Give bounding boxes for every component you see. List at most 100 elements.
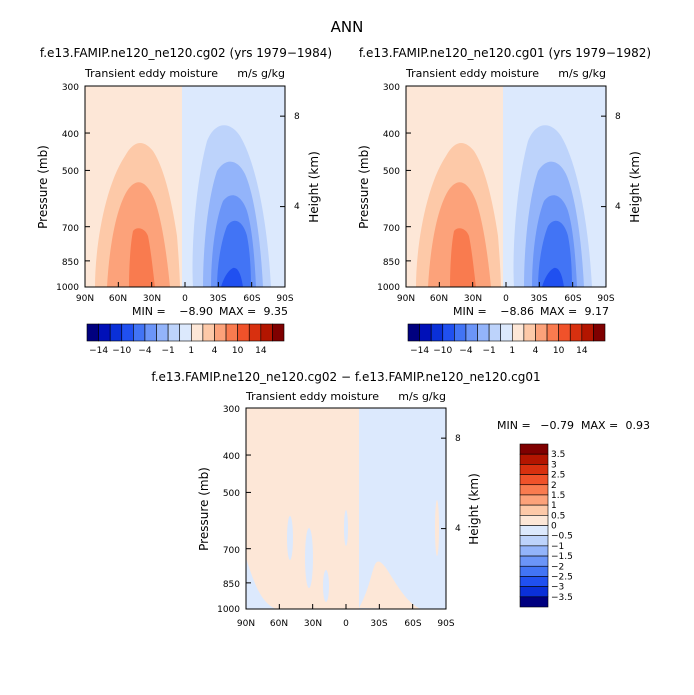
colorbar-label: −14	[89, 346, 108, 356]
colorbar-swatch	[593, 323, 606, 342]
panel-1-max-value: 9.35	[264, 305, 289, 318]
panel-1-x-tick: 90S	[276, 294, 293, 304]
panel-2-units: m/s g/kg	[558, 67, 606, 80]
figure-title: ANN	[331, 18, 364, 36]
panel-1-y-tick: 300	[62, 83, 79, 93]
panel-3-ylabel: Pressure (mb)	[197, 467, 211, 551]
panel-2-y-tick: 300	[383, 83, 400, 93]
panel-2-subtitle: Transient eddy moisture	[405, 67, 539, 80]
contour-positive-3	[129, 228, 155, 287]
panel-1-ylabel: Pressure (mb)	[36, 145, 50, 229]
panel-1-x-tick: 90N	[76, 294, 94, 304]
panel-3-y-tick: 400	[223, 452, 240, 462]
panel-3-min-label: MIN =	[497, 419, 531, 432]
panel-2-x-tick: 30N	[464, 294, 482, 304]
colorbar-label: 14	[255, 346, 267, 356]
colorbar-swatch	[272, 323, 285, 342]
colorbar-label: 1	[509, 346, 515, 356]
panel-3-min-value: −0.79	[540, 419, 574, 432]
contour-positive	[359, 561, 421, 609]
panel-3-field	[246, 408, 446, 609]
colorbar-swatch	[519, 453, 549, 465]
colorbar-swatch	[519, 443, 549, 455]
panel-3-x-tick: 60N	[270, 619, 288, 629]
panel-1-ticks	[84, 85, 286, 288]
colorbar-swatch	[442, 323, 455, 342]
panel-1-field	[85, 86, 285, 288]
panel-2-min-value: −8.86	[500, 305, 534, 318]
panel-1-units: m/s g/kg	[237, 67, 285, 80]
colorbar-label: 2.5	[551, 471, 565, 481]
colorbar-label: 1	[188, 346, 194, 356]
colorbar-label: 0	[551, 522, 557, 532]
colorbar-swatch	[237, 323, 250, 342]
contour-negative	[344, 510, 348, 546]
panel-2-ylabel: Pressure (mb)	[357, 145, 371, 229]
colorbar-label: −1	[161, 346, 174, 356]
colorbar-swatch	[225, 323, 238, 342]
colorbar-swatch	[519, 565, 549, 577]
panel-3-y-tick: 1000	[217, 605, 240, 615]
colorbar-label: 10	[232, 346, 244, 356]
colorbar-swatch	[133, 323, 146, 342]
colorbar-diff: 3.532.521.510.50−0.5−1−1.5−2−2.5−3−3.5	[519, 443, 573, 608]
panel-2-y-tick: 1000	[377, 283, 400, 293]
colorbar-label: 0.5	[551, 511, 565, 521]
colorbar-label: 4	[212, 346, 218, 356]
colorbar-swatch	[98, 323, 111, 342]
panel-3-x-tick: 90S	[437, 619, 454, 629]
colorbar-swatch	[519, 576, 549, 587]
panel-3: f.e13.FAMIP.ne120_ne120.cg02 − f.e13.FAM…	[151, 370, 650, 629]
panel-1-max-label: MAX =	[219, 305, 256, 318]
colorbar-swatch	[519, 494, 549, 506]
colorbar-swatch	[523, 323, 536, 342]
panel-2-max-value: 9.17	[585, 305, 610, 318]
panel-1-x-tick: 30N	[143, 294, 161, 304]
colorbar-label: −4	[459, 346, 473, 356]
colorbar-swatch	[202, 323, 215, 342]
colorbar-swatch	[519, 596, 549, 608]
panel-2-y-tick: 700	[383, 224, 400, 234]
colorbar-swatch	[144, 323, 157, 342]
colorbar-label: 1	[551, 501, 557, 511]
colorbar-label: −0.5	[551, 532, 573, 542]
panel-3-x-tick: 0	[343, 619, 349, 629]
colorbar-label: 2	[551, 481, 557, 491]
panel-3-y-tick: 850	[223, 580, 240, 590]
contour-positive-3	[450, 228, 476, 287]
panel-1-y-tick: 500	[62, 167, 79, 177]
panel-2-y2-tick: 8	[615, 112, 621, 122]
panel-2: f.e13.FAMIP.ne120_ne120.cg01 (yrs 1979−1…	[357, 46, 651, 318]
colorbar-swatch	[179, 323, 192, 342]
panel-2-y-tick: 500	[383, 167, 400, 177]
colorbar-swatch	[260, 323, 273, 342]
colorbar-swatch	[519, 545, 549, 557]
colorbar-swatch	[121, 323, 134, 342]
colorbar-label: 3	[551, 460, 557, 470]
panel-2-x-tick: 0	[503, 294, 509, 304]
panel-2-y2-tick: 4	[615, 202, 621, 212]
panel-3-y2-tick: 8	[455, 434, 461, 444]
panel-1-y2label: Height (km)	[307, 151, 321, 222]
colorbar-top-1: −14 −10 −4 −1 1 4 10 14	[86, 323, 285, 356]
contour-negative	[305, 528, 313, 588]
colorbar-swatch	[535, 323, 548, 342]
colorbar-swatch	[465, 323, 478, 342]
panel-1-x-tick: 60S	[243, 294, 260, 304]
colorbar-swatch	[558, 323, 571, 342]
colorbar-swatch	[519, 464, 549, 475]
colorbar-swatch	[519, 586, 549, 598]
contour-negative-4	[217, 220, 251, 287]
panel-1-subtitle: Transient eddy moisture	[84, 67, 218, 80]
contour-positive	[435, 500, 439, 556]
colorbar-swatch	[519, 525, 549, 536]
colorbar-label: −2.5	[551, 572, 573, 582]
panel-3-y2label: Height (km)	[467, 473, 481, 544]
colorbar-swatch	[519, 484, 549, 496]
colorbar-label: 4	[533, 346, 539, 356]
panel-1-y-tick: 850	[62, 258, 79, 268]
colorbar-swatch	[156, 323, 169, 342]
panel-2-ticks	[405, 85, 607, 288]
colorbar-swatch	[581, 323, 594, 342]
